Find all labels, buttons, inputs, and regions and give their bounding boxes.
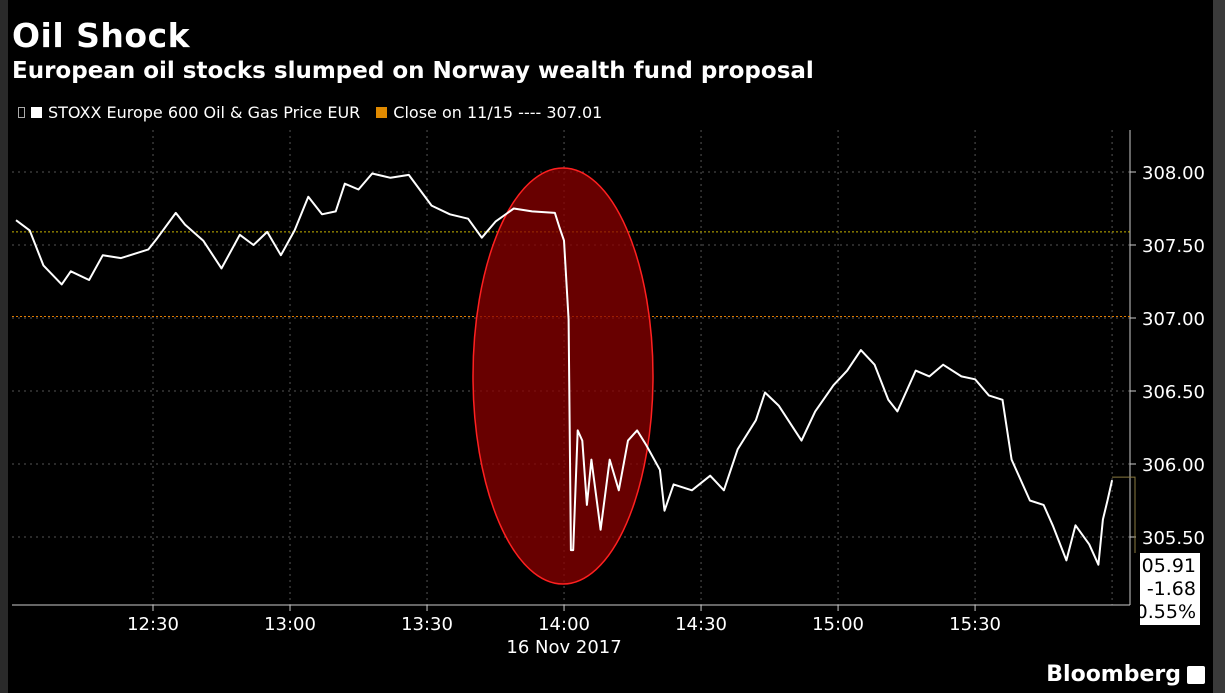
frame-border — [0, 0, 8, 693]
x-tick-label: 14:30 — [675, 614, 727, 635]
legend-close-label: Close on 11/15 ---- 307.01 — [393, 103, 603, 122]
bloomberg-logo: Bloomberg — [1046, 662, 1205, 687]
chart-subtitle: European oil stocks slumped on Norway we… — [12, 58, 814, 84]
y-tick-label: 305.50 — [1142, 528, 1205, 549]
legend: STOXX Europe 600 Oil & Gas Price EUR Clo… — [18, 103, 602, 122]
brand-label: Bloomberg — [1046, 662, 1181, 687]
legend-swatch-series — [31, 107, 42, 118]
y-tick-label: 308.00 — [1142, 163, 1205, 184]
last-price-label: -1.68 — [1147, 578, 1196, 600]
last-price-connector — [1130, 476, 1136, 553]
x-tick-label: 12:30 — [127, 614, 179, 635]
x-axis-label: 16 Nov 2017 — [506, 637, 621, 658]
y-tick-label: 306.00 — [1142, 455, 1205, 476]
x-tick-label: 14:00 — [538, 614, 590, 635]
last-price-label: -0.55% — [1129, 601, 1196, 623]
x-tick-label: 15:30 — [949, 614, 1001, 635]
y-tick-label: 306.50 — [1142, 382, 1205, 403]
highlight-ellipse — [472, 167, 654, 585]
last-price-box — [1140, 553, 1200, 625]
x-tick-label: 15:00 — [812, 614, 864, 635]
last-price-label: 305.91 — [1130, 555, 1196, 577]
y-tick-label: 307.50 — [1142, 236, 1205, 257]
x-tick-label: 13:00 — [264, 614, 316, 635]
frame-border — [1213, 0, 1225, 693]
terminal-icon — [1187, 665, 1205, 684]
pin-icon — [18, 107, 25, 118]
legend-swatch-close — [376, 107, 388, 118]
y-tick-label: 307.00 — [1142, 309, 1205, 330]
chart-title: Oil Shock — [12, 16, 191, 55]
legend-series-label: STOXX Europe 600 Oil & Gas Price EUR — [48, 103, 361, 122]
price-line — [15, 172, 1114, 566]
x-tick-label: 13:30 — [401, 614, 453, 635]
